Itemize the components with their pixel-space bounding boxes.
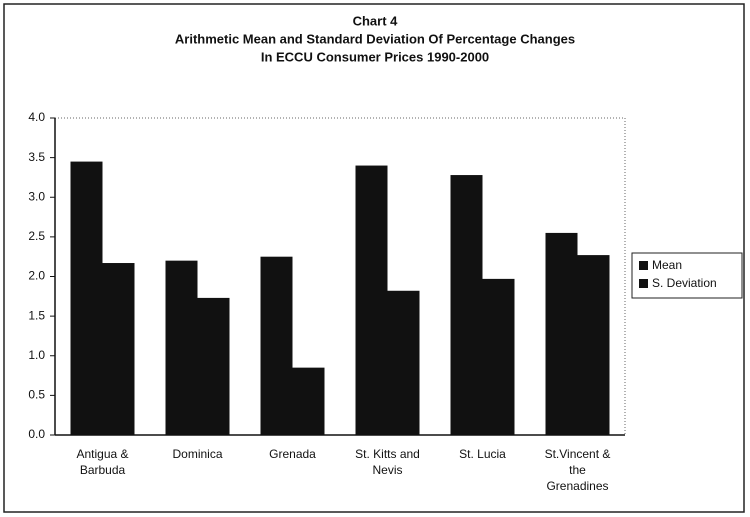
y-tick-label: 3.0 xyxy=(28,189,45,203)
x-tick-label: St.Vincent & xyxy=(545,447,611,461)
bar xyxy=(387,290,420,435)
x-tick-label: Grenada xyxy=(269,447,316,461)
legend-swatch xyxy=(639,261,648,270)
y-tick-label: 0.0 xyxy=(28,427,45,441)
x-tick-label: St. Kitts and xyxy=(355,447,420,461)
legend-label: S. Deviation xyxy=(652,276,717,290)
x-tick-label: Barbuda xyxy=(80,463,126,477)
bar xyxy=(545,232,578,435)
bar xyxy=(577,255,610,435)
y-tick-label: 4.0 xyxy=(28,110,45,124)
x-tick-label: Dominica xyxy=(172,447,222,461)
legend-box xyxy=(631,252,743,299)
x-tick-label: Grenadines xyxy=(546,479,608,493)
bar xyxy=(355,165,388,436)
y-tick-label: 1.5 xyxy=(28,308,45,322)
bar xyxy=(450,175,483,435)
chart-subtitle: Arithmetic Mean and Standard Deviation O… xyxy=(175,31,575,46)
bar xyxy=(292,367,325,435)
y-tick-label: 3.5 xyxy=(28,150,45,164)
bar xyxy=(102,263,135,435)
legend-swatch xyxy=(639,279,648,288)
chart-subtitle: In ECCU Consumer Prices 1990-2000 xyxy=(261,49,489,64)
plot-area xyxy=(54,117,626,436)
chart-title: Chart 4 xyxy=(353,13,399,28)
chart-frame xyxy=(3,3,745,513)
x-tick-label: St. Lucia xyxy=(459,447,506,461)
y-tick-label: 1.0 xyxy=(28,348,45,362)
bar xyxy=(197,297,230,435)
y-tick-label: 0.5 xyxy=(28,388,45,402)
y-tick-label: 2.0 xyxy=(28,269,45,283)
bar xyxy=(482,278,515,435)
bar xyxy=(260,256,293,435)
bar xyxy=(165,260,198,435)
x-tick-label: Nevis xyxy=(372,463,402,477)
x-tick-label: the xyxy=(569,463,586,477)
y-tick-label: 2.5 xyxy=(28,229,45,243)
x-tick-label: Antigua & xyxy=(76,447,128,461)
bar xyxy=(70,161,103,435)
legend-label: Mean xyxy=(652,258,682,272)
